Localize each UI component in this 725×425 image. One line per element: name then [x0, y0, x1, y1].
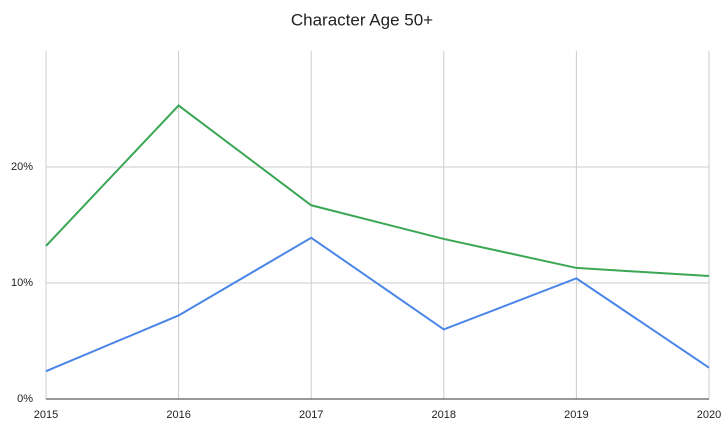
y-tick-label: 0%: [17, 393, 33, 405]
y-tick-label: 10%: [11, 277, 33, 289]
x-tick-label: 2016: [166, 409, 190, 421]
x-tick-label: 2015: [34, 409, 58, 421]
series-line: [45, 236, 710, 373]
x-tick-label: 2017: [299, 409, 323, 421]
x-tick-label: 2018: [432, 409, 456, 421]
x-tick-label: 2020: [697, 409, 721, 421]
series-line: [45, 104, 710, 278]
chart-title: Character Age 50+: [291, 10, 433, 29]
y-tick-label: 20%: [11, 161, 33, 173]
x-tick-label: 2019: [564, 409, 588, 421]
